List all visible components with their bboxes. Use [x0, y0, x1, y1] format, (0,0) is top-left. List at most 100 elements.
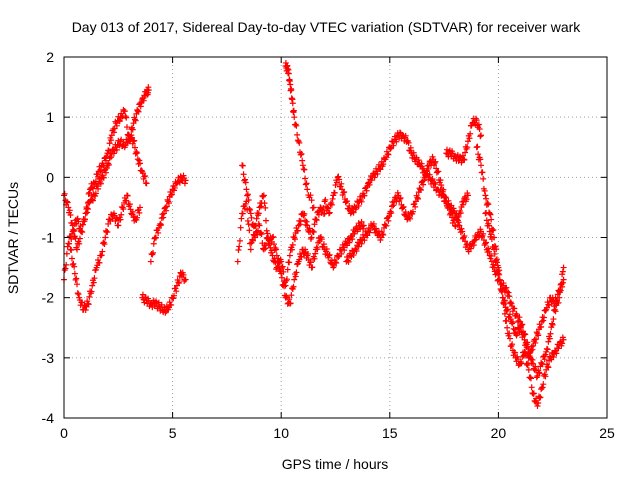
series-trace-i [321, 129, 502, 284]
data-point [266, 236, 273, 243]
data-point [383, 222, 390, 229]
data-point [76, 240, 83, 247]
y-tick-label: -2 [42, 290, 55, 306]
data-point [311, 221, 318, 228]
data-point [379, 231, 386, 238]
data-point [432, 158, 439, 165]
data-point [160, 214, 167, 221]
data-point [320, 241, 327, 248]
data-point [361, 237, 368, 244]
data-point [473, 117, 480, 124]
data-point [102, 169, 109, 176]
data-point [464, 144, 471, 151]
data-point [443, 198, 450, 205]
data-point [68, 255, 75, 262]
data-point [349, 236, 356, 243]
data-point [61, 190, 68, 197]
data-point [290, 107, 297, 114]
data-point [478, 162, 485, 169]
data-point [246, 205, 253, 212]
y-tick-label: -1 [42, 230, 55, 246]
data-point [264, 230, 271, 237]
data-point [124, 139, 131, 146]
data-point [475, 121, 482, 128]
data-point [105, 161, 112, 168]
data-point [385, 217, 392, 224]
data-point [511, 305, 518, 312]
data-point [388, 209, 395, 216]
data-point [117, 216, 124, 223]
data-point [144, 89, 151, 96]
data-point [75, 291, 82, 298]
data-point [137, 103, 144, 110]
data-point [358, 198, 365, 205]
data-point [540, 317, 547, 324]
data-point [88, 288, 95, 295]
data-point [165, 199, 172, 206]
data-point [286, 252, 293, 259]
data-point [534, 402, 541, 409]
data-point [555, 345, 562, 352]
data-point [308, 197, 315, 204]
series-trace-j [343, 153, 471, 265]
data-point [414, 194, 421, 201]
data-point [290, 283, 297, 290]
data-point [236, 243, 243, 250]
y-tick-label: -3 [42, 350, 55, 366]
data-point [358, 218, 365, 225]
data-point [126, 201, 133, 208]
data-point [559, 340, 566, 347]
data-point [338, 180, 345, 187]
data-point [559, 268, 566, 275]
data-point [244, 192, 251, 199]
data-point [95, 185, 102, 192]
data-point [175, 279, 182, 286]
data-point [459, 152, 466, 159]
data-point [475, 151, 482, 158]
data-point [324, 204, 331, 211]
data-point [108, 137, 115, 144]
data-point [246, 227, 253, 234]
data-point [139, 291, 146, 298]
y-tick-label: 0 [46, 169, 54, 185]
data-point [298, 150, 305, 157]
data-point [366, 181, 373, 188]
data-point [294, 137, 301, 144]
data-point [387, 145, 394, 152]
data-point [304, 250, 311, 257]
data-point [380, 161, 387, 168]
data-point [71, 227, 78, 234]
data-point [270, 233, 277, 240]
data-point [326, 251, 333, 258]
data-point [512, 349, 519, 356]
data-point [560, 276, 567, 283]
data-point [358, 240, 365, 247]
data-point [297, 221, 304, 228]
data-point [296, 139, 303, 146]
data-point [452, 223, 459, 230]
y-axis-label: SDTVAR / TECUs [5, 182, 21, 294]
data-point [67, 212, 74, 219]
data-point [509, 319, 516, 326]
data-point [489, 227, 496, 234]
data-point [303, 218, 310, 225]
data-point [390, 142, 397, 149]
data-point [458, 225, 465, 232]
data-point [84, 209, 91, 216]
data-point [381, 221, 388, 228]
data-point [540, 381, 547, 388]
data-point [506, 293, 513, 300]
data-point [344, 198, 351, 205]
data-point [235, 246, 242, 253]
data-point [84, 205, 91, 212]
data-point [495, 270, 502, 277]
data-point [248, 214, 255, 221]
data-point [136, 209, 143, 216]
data-point [110, 129, 117, 136]
data-point [368, 177, 375, 184]
data-point [92, 190, 99, 197]
data-point [461, 232, 468, 239]
data-point [418, 160, 425, 167]
data-point [101, 241, 108, 248]
